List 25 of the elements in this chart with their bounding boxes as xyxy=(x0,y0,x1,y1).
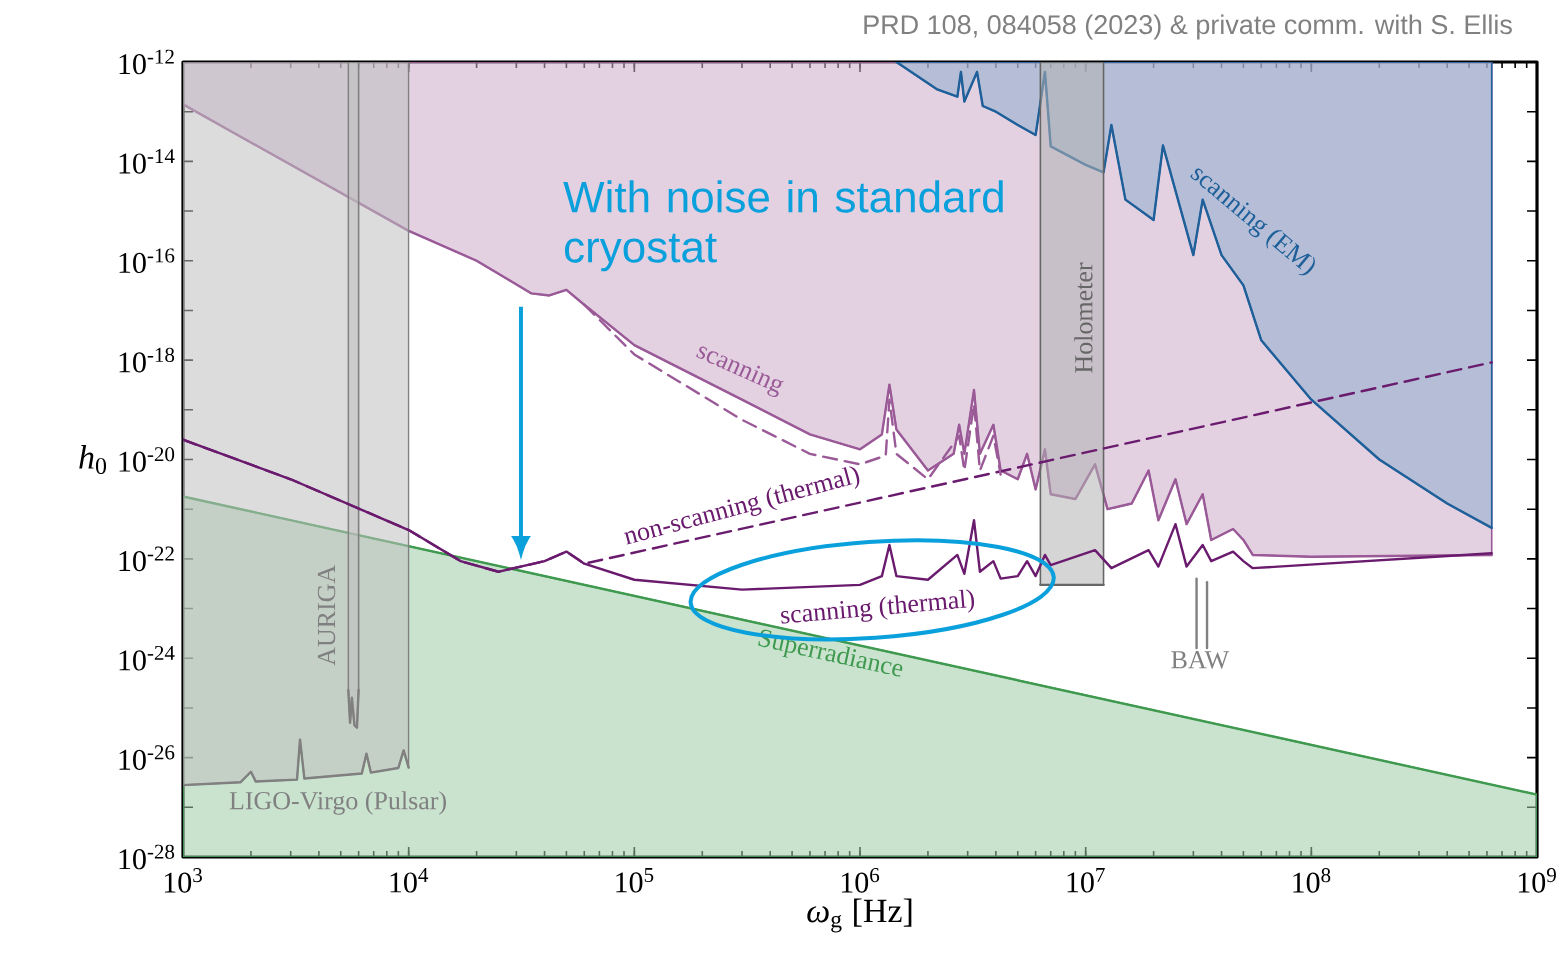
y-tick-label: 10$^{-20}$ xyxy=(119,447,175,472)
x-tick-label: 10$^{4}$ xyxy=(390,868,429,893)
x-tick-label: 10$^{9}$ xyxy=(1518,868,1556,893)
series-label: BAW xyxy=(1171,651,1230,669)
y-axis-title: h$_{0}$ xyxy=(79,445,107,474)
text: Holometer xyxy=(1074,262,1093,373)
series-label: LIGO-Virgo (Pulsar) xyxy=(229,791,446,815)
y-tick-label: 10$^{-26}$ xyxy=(119,745,175,770)
y-tick-label: 10$^{-28}$ xyxy=(119,844,175,870)
y-tick-label: 10$^{-12}$ xyxy=(119,49,174,75)
y-tick-label: 10$^{-16}$ xyxy=(119,248,175,274)
x-tick-label: 10$^{5}$ xyxy=(616,868,654,893)
text: PRD 108, 084058 (2023) & private comm. with S. Ellis xyxy=(864,14,1512,40)
text: AURIGA xyxy=(317,564,336,666)
annotation: With noise in standard cryostat xyxy=(563,180,1003,272)
y-tick-label: 10$^{-14}$ xyxy=(119,149,175,174)
x-tick-label: 10$^{8}$ xyxy=(1293,868,1331,893)
y-tick-label: 10$^{-22}$ xyxy=(119,546,174,572)
y-tick-label: 10$^{-24}$ xyxy=(119,645,175,671)
y-tick-label: 10$^{-18}$ xyxy=(119,347,175,373)
x-tick-label: 10$^{6}$ xyxy=(841,868,880,893)
x-tick-label: 10$^{7}$ xyxy=(1067,868,1105,893)
x-tick-label: 10$^{3}$ xyxy=(164,868,202,893)
series-label: scanning (thermal) xyxy=(780,589,975,624)
x-axis-title: ω$_{g}$ [Hz] xyxy=(807,898,912,933)
